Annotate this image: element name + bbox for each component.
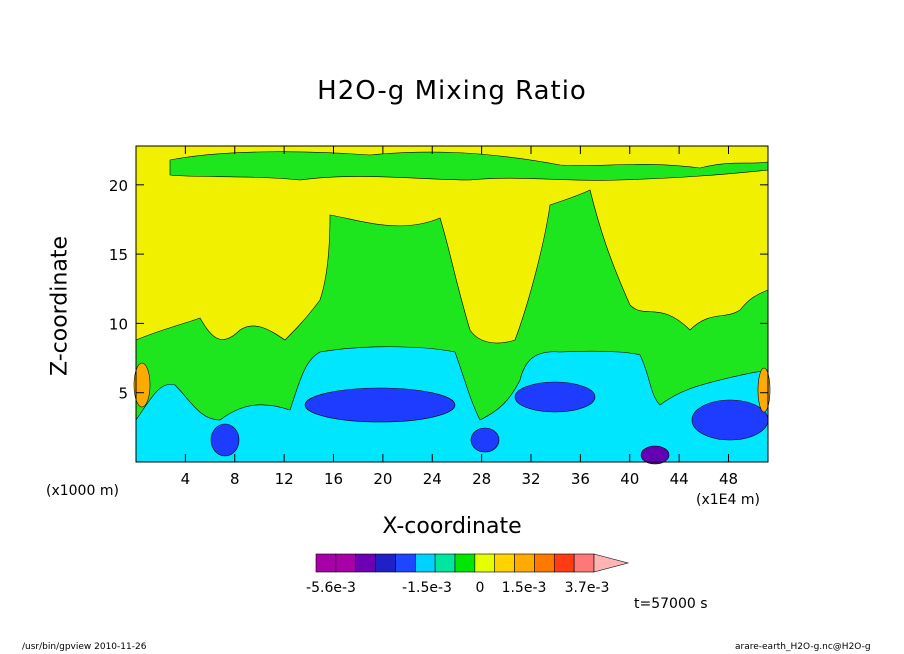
colorbar-segment (573, 553, 595, 573)
x-tick-label: 12 (275, 470, 294, 488)
colorbar-segment (375, 553, 396, 573)
x-tick-label: 36 (571, 470, 590, 488)
field-blue-blob-left (304, 387, 456, 423)
colorbar-segment (534, 553, 555, 573)
x-unit-label-secondary: (x1E4 m) (696, 492, 760, 508)
plot-frame (135, 145, 769, 463)
colorbar-segment (474, 553, 496, 573)
colorbar-label: 3.7e-3 (565, 580, 610, 596)
colorbar-segment (315, 553, 337, 573)
colorbar-segment (355, 553, 376, 573)
colorbar-segment (454, 553, 476, 573)
y-tick-label: 15 (109, 246, 128, 264)
x-tick-label: 28 (472, 470, 491, 488)
x-tick-label: 16 (324, 470, 343, 488)
x-tick-label: 48 (719, 470, 738, 488)
x-tick-label: 20 (373, 470, 392, 488)
field-orange-left (133, 362, 151, 408)
colorbar-segment (414, 553, 436, 573)
y-tick-label: 20 (109, 177, 128, 195)
colorbar-segment (395, 553, 416, 573)
field-purple-blob (640, 445, 670, 465)
x-axis-label: X-coordinate (382, 514, 522, 539)
field-orange-right (757, 367, 771, 413)
colorbar-label: -1.5e-3 (402, 580, 452, 596)
colorbar-segment (553, 553, 575, 573)
footer-right: arare-earth_H2O-g.nc@H2O-g (735, 642, 871, 652)
x-tick-label: 44 (670, 470, 689, 488)
colorbar-label: 0 (476, 580, 485, 596)
colorbar-arrow (593, 553, 630, 573)
x-tick-label: 40 (620, 470, 639, 488)
y-axis-label: Z-coordinate (47, 236, 73, 376)
colorbar-segment (514, 553, 535, 573)
y-tick-label: 5 (118, 385, 128, 403)
x-tick-label: 8 (230, 470, 240, 488)
field-blue-blob-right (514, 381, 596, 413)
x-unit-label: (x1000 m) (46, 483, 119, 499)
x-tick-label: 24 (423, 470, 442, 488)
y-tick-label: 10 (109, 315, 128, 333)
colorbar-label: -5.6e-3 (306, 580, 356, 596)
field-blue-blob-low (210, 423, 240, 457)
field-blue-blob-edge (691, 399, 769, 441)
colorbar-segment (335, 553, 357, 573)
colorbar-segment (494, 553, 515, 573)
time-label: t=57000 s (634, 596, 708, 612)
footer-left: /usr/bin/gpview 2010-11-26 (22, 642, 147, 652)
chart-title: H2O-g Mixing Ratio (317, 76, 587, 106)
field-blue-blob-mid (470, 427, 500, 453)
x-tick-label: 4 (181, 470, 191, 488)
x-tick-label: 32 (521, 470, 540, 488)
colorbar-label: 1.5e-3 (502, 580, 547, 596)
colorbar-segment (434, 553, 456, 573)
